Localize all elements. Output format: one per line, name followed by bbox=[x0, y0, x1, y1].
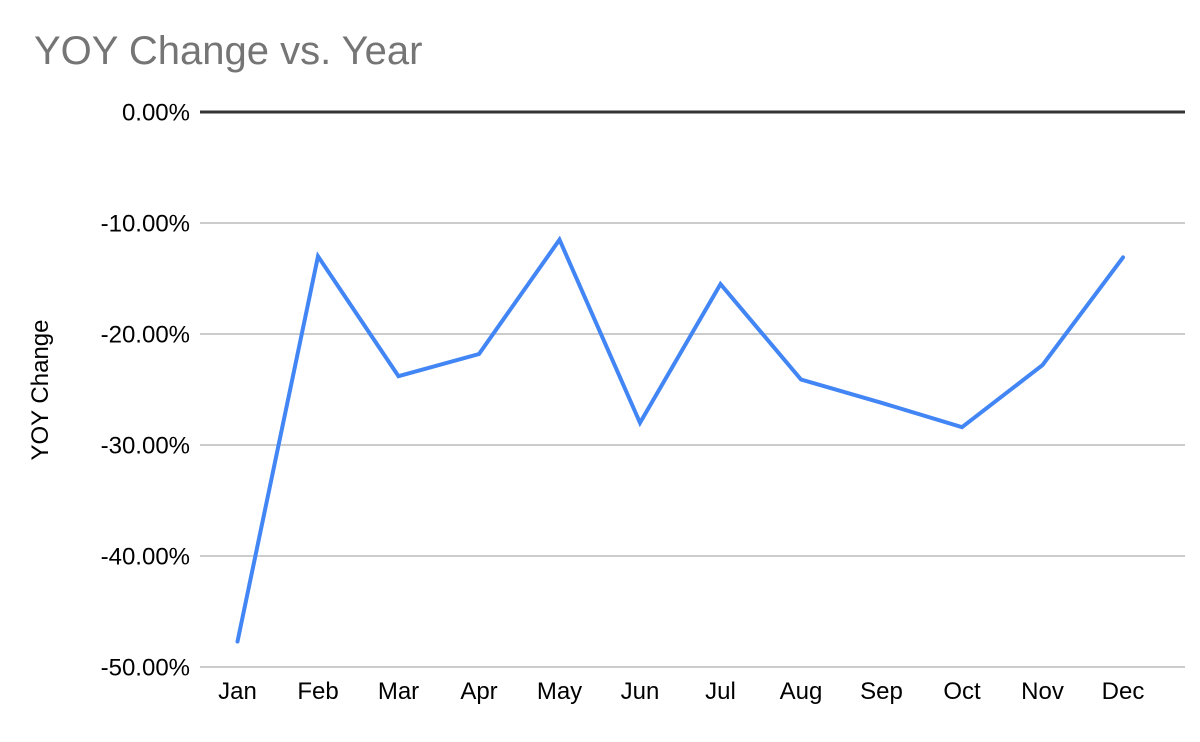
x-tick-label: Nov bbox=[1021, 678, 1064, 705]
x-tick-label: Dec bbox=[1102, 678, 1145, 705]
y-tick-label: -20.00% bbox=[101, 322, 190, 349]
y-tick-label: -50.00% bbox=[101, 655, 190, 682]
x-tick-label: Aug bbox=[780, 678, 823, 705]
x-tick-label: Apr bbox=[460, 678, 497, 705]
x-tick-label: Feb bbox=[297, 678, 338, 705]
y-tick-label: -10.00% bbox=[101, 211, 190, 238]
x-tick-label: Mar bbox=[378, 678, 419, 705]
x-tick-label: Jul bbox=[705, 678, 736, 705]
x-tick-label: Jun bbox=[621, 678, 660, 705]
y-tick-label: -40.00% bbox=[101, 544, 190, 571]
x-tick-label: May bbox=[537, 678, 582, 705]
y-axis-title: YOY Change bbox=[27, 320, 54, 461]
x-tick-label: Oct bbox=[943, 678, 981, 705]
chart-title: YOY Change vs. Year bbox=[34, 29, 423, 73]
data-line-series bbox=[235, 235, 1125, 644]
y-tick-label: 0.00% bbox=[122, 100, 190, 127]
x-tick-label: Jan bbox=[218, 678, 257, 705]
y-tick-label: -30.00% bbox=[101, 433, 190, 460]
x-tick-label: Sep bbox=[860, 678, 903, 705]
